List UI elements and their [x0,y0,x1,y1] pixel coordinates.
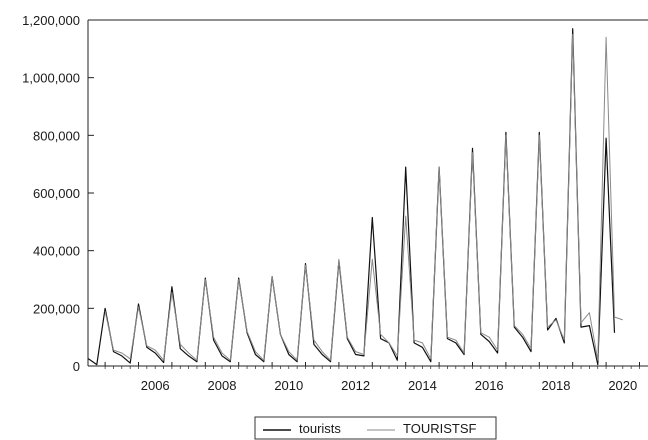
legend-box [254,416,497,440]
series-line-touristsf [104,33,623,361]
x-tick-label: 2014 [408,378,437,393]
y-tick-label: 400,000 [33,244,80,259]
x-tick-label: 2018 [542,378,571,393]
x-tick-label: 2006 [141,378,170,393]
x-tick-label: 2020 [608,378,637,393]
y-tick-label: 800,000 [33,128,80,143]
y-tick-label: 1,200,000 [22,13,80,28]
y-tick-label: 600,000 [33,186,80,201]
x-tick-label: 2012 [341,378,370,393]
series-line-tourists [88,28,616,366]
plot-area: 0 200,000 400,000 600,000 800,000 1,000,000 1,… [22,13,648,393]
legend: tourists TOURISTSF [254,416,497,440]
legend-label: tourists [299,421,341,436]
x-tick-label: 2008 [208,378,237,393]
y-tick-label: 200,000 [33,301,80,316]
y-tick-label: 1,000,000 [22,71,80,86]
legend-label: TOURISTSF [403,421,476,436]
x-tick-label: 2010 [274,378,303,393]
y-tick-label: 0 [73,359,80,374]
x-tick-label: 2016 [475,378,504,393]
